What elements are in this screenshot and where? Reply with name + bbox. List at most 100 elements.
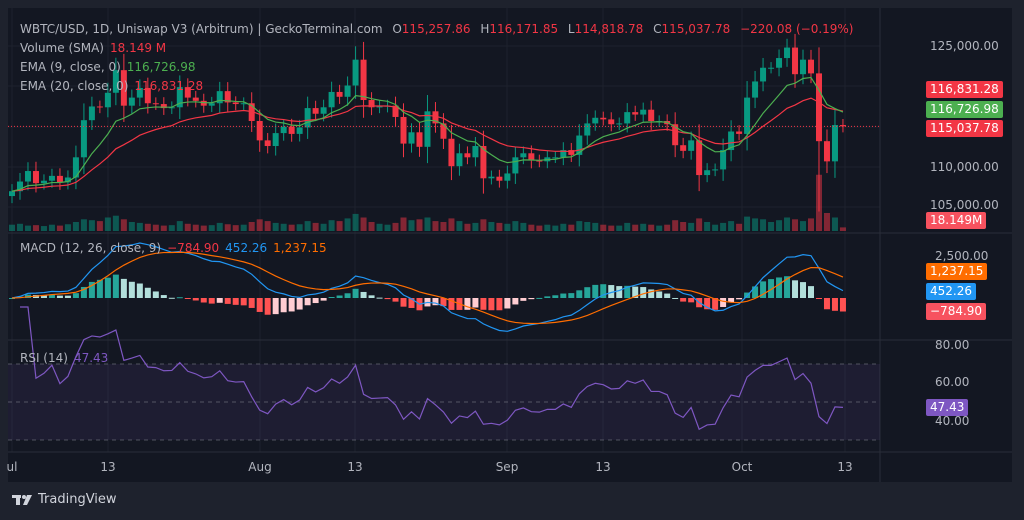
volume-bar (176, 221, 183, 231)
ema20-legend[interactable]: EMA (20, close, 0) 116,831.28 (20, 79, 209, 93)
macd-histogram-bar (480, 298, 487, 310)
volume-bar (488, 222, 495, 231)
volume-bar (831, 217, 838, 231)
volume-bar (576, 221, 583, 231)
candle-body (512, 157, 519, 174)
change-value: −220.08 (−0.19%) (740, 22, 854, 36)
volume-bar (736, 223, 743, 231)
macd-histogram-bar (48, 294, 55, 298)
candle-body (400, 116, 407, 144)
volume-bar (32, 225, 39, 231)
candle-body (264, 140, 271, 147)
volume-bar (64, 224, 71, 231)
candle-body (184, 87, 191, 98)
volume-bar (192, 224, 199, 231)
volume-bar (104, 217, 111, 231)
macd-histogram-bar (528, 298, 535, 300)
macd-histogram-bar (112, 274, 119, 298)
candle-body (608, 119, 615, 125)
volume-bar (456, 221, 463, 231)
volume-bar (432, 221, 439, 231)
candle-body (560, 150, 567, 158)
macd-histogram-bar (584, 287, 591, 298)
volume-bar (240, 224, 247, 231)
volume-bar (616, 225, 623, 231)
volume-bar (384, 224, 391, 231)
volume-bar (120, 219, 127, 231)
volume-bar (336, 221, 343, 231)
candle-body (272, 133, 279, 147)
candle-body (552, 157, 559, 159)
volume-legend[interactable]: Volume (SMA) 18.149 M (20, 41, 172, 55)
volume-value: 18.149 M (110, 41, 167, 55)
volume-bar (296, 224, 303, 231)
macd-histogram-bar (128, 281, 135, 298)
macd-histogram-bar (440, 298, 447, 307)
candle-body (808, 59, 814, 74)
macd-histogram-bar (712, 298, 719, 310)
volume-bar (496, 222, 503, 231)
macd-histogram-bar (384, 298, 391, 300)
macd-histogram-bar (96, 279, 103, 298)
volume-bar (744, 216, 751, 231)
macd-histogram-bar (64, 295, 71, 298)
ohlc-high: H116,171.85 (480, 22, 558, 36)
ema9-legend[interactable]: EMA (9, close, 0) 116,726.98 (20, 60, 201, 74)
candle-body (823, 141, 830, 162)
candle-body (128, 97, 135, 106)
candle-body (432, 111, 439, 124)
macd-tick: 2,500.00 (935, 249, 989, 263)
macd-histogram-bar (760, 281, 767, 298)
rsi-legend[interactable]: RSI (14) 47.43 (20, 351, 114, 365)
macd-histogram-bar (248, 298, 255, 308)
macd-histogram-bar (200, 298, 207, 303)
macd-histogram-bar (728, 298, 735, 303)
volume-bar (224, 224, 231, 231)
candle-body (704, 170, 711, 176)
candle-body (440, 123, 447, 139)
volume-bar (480, 219, 487, 231)
macd-histogram-bar (512, 298, 519, 305)
volume-bar (712, 224, 719, 231)
macd-histogram-bar (648, 289, 655, 298)
volume-bar (704, 222, 711, 231)
time-label: Aug (248, 460, 272, 474)
footer-bar (0, 482, 1024, 520)
macd-legend[interactable]: MACD (12, 26, close, 9) −784.90 452.26 1,23… (20, 241, 333, 255)
volume-bar (9, 224, 15, 231)
macd-histogram-bar (232, 298, 239, 305)
volume-bar (544, 224, 551, 231)
volume-bar (128, 222, 135, 231)
macd-label: MACD (12, 26, close, 9) (20, 241, 162, 255)
candle-body (104, 92, 111, 108)
high-value: 116,171.85 (489, 22, 559, 36)
rsi-value: 47.43 (73, 351, 109, 365)
ema9-price-tag: 116,726.98 (926, 101, 1003, 118)
volume-bar (776, 220, 783, 231)
volume-bar (608, 225, 615, 231)
candle-body (592, 117, 599, 124)
macd-histogram-bar (216, 298, 223, 303)
price-tick: 125,000.00 (930, 39, 999, 53)
tradingview-logo[interactable]: TradingView (12, 492, 117, 507)
low-label: L (567, 22, 575, 36)
volume-bar (472, 222, 479, 231)
volume-bar (352, 213, 359, 231)
volume-bar (280, 223, 287, 231)
volume-bar (504, 223, 511, 231)
macd-histogram-bar (672, 297, 679, 299)
macd-histogram-bar (120, 278, 127, 298)
candle-body (640, 109, 647, 115)
volume-bar (88, 220, 95, 231)
candle-body (56, 175, 63, 183)
time-label: 13 (837, 460, 853, 474)
candle-body (144, 87, 151, 104)
volume-bar (464, 223, 471, 231)
volume-bar (584, 222, 591, 231)
volume-bar (136, 222, 143, 231)
volume-bar (144, 223, 151, 231)
volume-bar (40, 226, 47, 231)
volume-bar (344, 218, 351, 231)
ema20-label: EMA (20, close, 0) (20, 79, 129, 93)
